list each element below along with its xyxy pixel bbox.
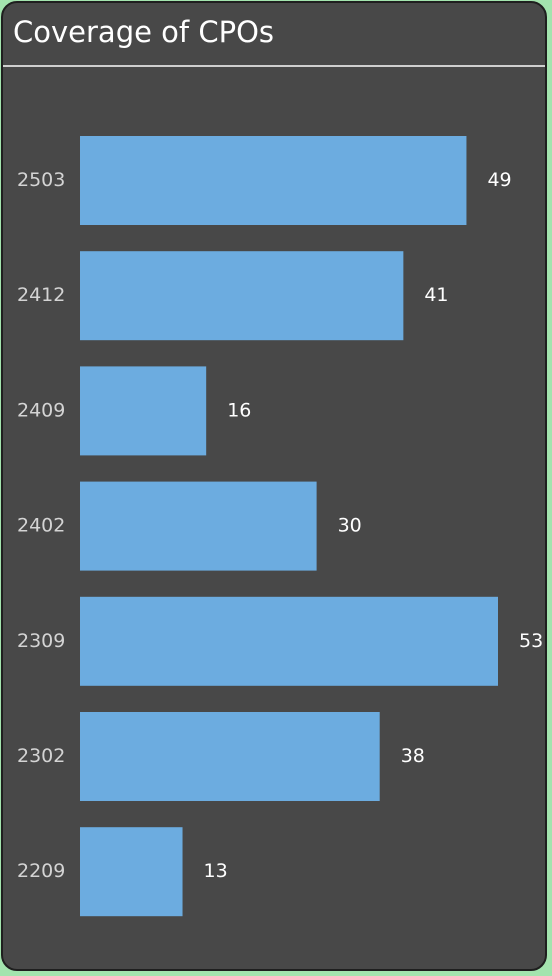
bar-chart: 2503 49 2412 41 2409 16 2402 30 2309 53 2302 38 2209… xyxy=(17,136,543,917)
bar-2302[interactable] xyxy=(80,712,380,801)
bar-2409[interactable] xyxy=(80,366,207,456)
title-divider xyxy=(3,65,545,67)
value-label-2402: 30 xyxy=(338,515,362,537)
category-label-2503: 2503 xyxy=(17,169,65,191)
value-label-2409: 16 xyxy=(227,399,251,421)
bar-2209[interactable] xyxy=(80,827,183,917)
bar-2309[interactable] xyxy=(80,596,498,686)
bar-2402[interactable] xyxy=(80,481,317,571)
category-label-2402: 2402 xyxy=(17,515,65,537)
category-label-2309: 2309 xyxy=(17,630,65,652)
chart-title: Coverage of CPOs xyxy=(13,15,274,49)
value-label-2309: 53 xyxy=(519,630,543,652)
value-label-2302: 38 xyxy=(401,745,425,767)
bar-2503[interactable] xyxy=(80,136,467,225)
category-label-2302: 2302 xyxy=(17,745,65,767)
category-label-2209: 2209 xyxy=(17,860,65,882)
value-label-2503: 49 xyxy=(487,169,511,191)
bar-2412[interactable] xyxy=(80,251,404,341)
category-label-2409: 2409 xyxy=(17,399,65,421)
category-label-2412: 2412 xyxy=(17,284,65,306)
value-label-2209: 13 xyxy=(204,860,228,882)
value-label-2412: 41 xyxy=(424,284,448,306)
